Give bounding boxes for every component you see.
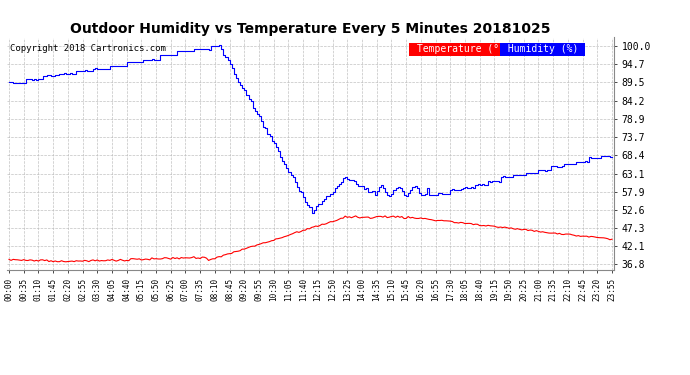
Title: Outdoor Humidity vs Temperature Every 5 Minutes 20181025: Outdoor Humidity vs Temperature Every 5 … <box>70 22 551 36</box>
Text: Humidity (%): Humidity (%) <box>502 45 584 54</box>
Text: Copyright 2018 Cartronics.com: Copyright 2018 Cartronics.com <box>10 45 166 54</box>
Text: Temperature (°F): Temperature (°F) <box>411 45 516 54</box>
